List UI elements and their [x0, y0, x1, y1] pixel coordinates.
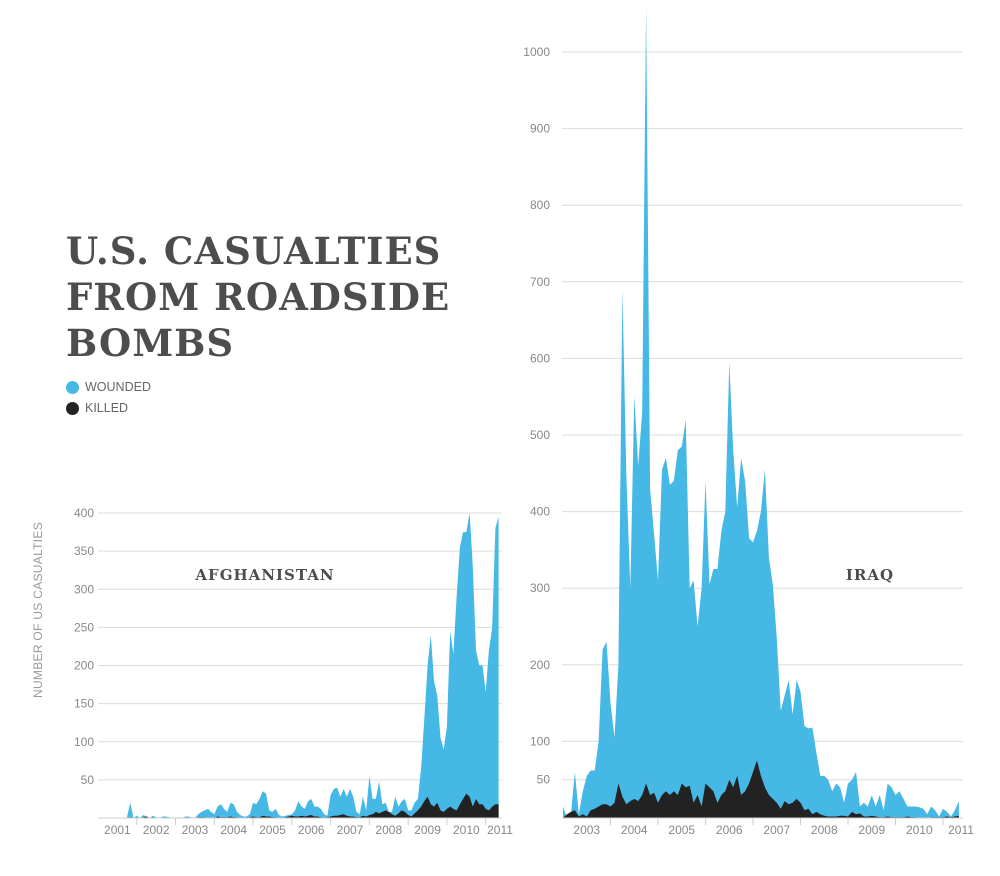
afghanistan-panel-title: AFGHANISTAN: [194, 566, 334, 584]
afghanistan-ytick-label: 400: [74, 506, 94, 520]
iraq-ytick-label: 1000: [523, 45, 550, 59]
iraq-xtick-label: 2008: [811, 823, 838, 837]
iraq-area-killed: [563, 760, 959, 818]
killed-swatch: [66, 401, 79, 415]
afghanistan-xtick-label: 2008: [375, 823, 402, 837]
iraq-xtick-label: 2006: [716, 823, 743, 837]
iraq-ytick-label: 900: [530, 122, 550, 136]
chart-title: U.S. CASUALTIES FROM ROADSIDE BOMBS: [66, 229, 451, 365]
afghanistan-xtick-label: 2010: [453, 823, 480, 837]
afghanistan-xtick-label: 2007: [337, 823, 364, 837]
afghanistan-ytick-label: 300: [74, 582, 94, 596]
iraq-ytick-label: 50: [537, 773, 551, 787]
iraq-ytick-label: 600: [530, 351, 550, 365]
iraq-xtick-label: 2011: [948, 823, 974, 837]
iraq-xtick-label: 2004: [621, 823, 648, 837]
afghanistan-xtick-label: 2001: [104, 823, 131, 837]
afghanistan-ytick-label: 50: [81, 773, 95, 787]
iraq-ytick-label: 700: [530, 275, 550, 289]
legend-item-killed: KILLED: [66, 401, 128, 415]
iraq-xtick-label: 2005: [668, 823, 695, 837]
iraq-ytick-label: 800: [530, 198, 550, 212]
iraq-xtick-label: 2010: [906, 823, 933, 837]
iraq-ytick-label: 400: [530, 505, 550, 519]
iraq-area-wounded: [563, 6, 959, 818]
iraq-xtick-label: 2003: [573, 823, 600, 837]
iraq-ytick-label: 300: [530, 581, 550, 595]
afghanistan-area-wounded: [127, 513, 499, 818]
iraq-ytick-label: 100: [530, 734, 550, 748]
afghanistan-xtick-label: 2002: [143, 823, 170, 837]
legend-item-wounded: WOUNDED: [66, 380, 151, 394]
iraq-xtick-label: 2009: [858, 823, 885, 837]
iraq-ytick-label: 200: [530, 658, 550, 672]
legend-label-wounded: WOUNDED: [85, 380, 151, 394]
afghanistan-xtick-label: 2011: [487, 823, 513, 837]
afghanistan-xtick-label: 2005: [259, 823, 286, 837]
iraq-xtick-label: 2007: [763, 823, 790, 837]
afghanistan-ytick-label: 350: [74, 544, 94, 558]
y-axis-label: NUMBER OF US CASUALTIES: [31, 522, 45, 698]
wounded-swatch: [66, 380, 79, 394]
iraq-panel-title: IRAQ: [846, 566, 894, 584]
afghanistan-xtick-label: 2006: [298, 823, 325, 837]
legend-label-killed: KILLED: [85, 401, 129, 415]
afghanistan-xtick-label: 2009: [414, 823, 441, 837]
afghanistan-ytick-label: 250: [74, 620, 94, 634]
iraq-ytick-label: 500: [530, 428, 550, 442]
afghanistan-xtick-label: 2004: [220, 823, 247, 837]
afghanistan-area-killed: [127, 793, 499, 818]
afghanistan-xtick-label: 2003: [182, 823, 209, 837]
afghanistan-ytick-label: 150: [74, 697, 94, 711]
afghanistan-ytick-label: 200: [74, 659, 94, 673]
afghanistan-ytick-label: 100: [74, 735, 94, 749]
